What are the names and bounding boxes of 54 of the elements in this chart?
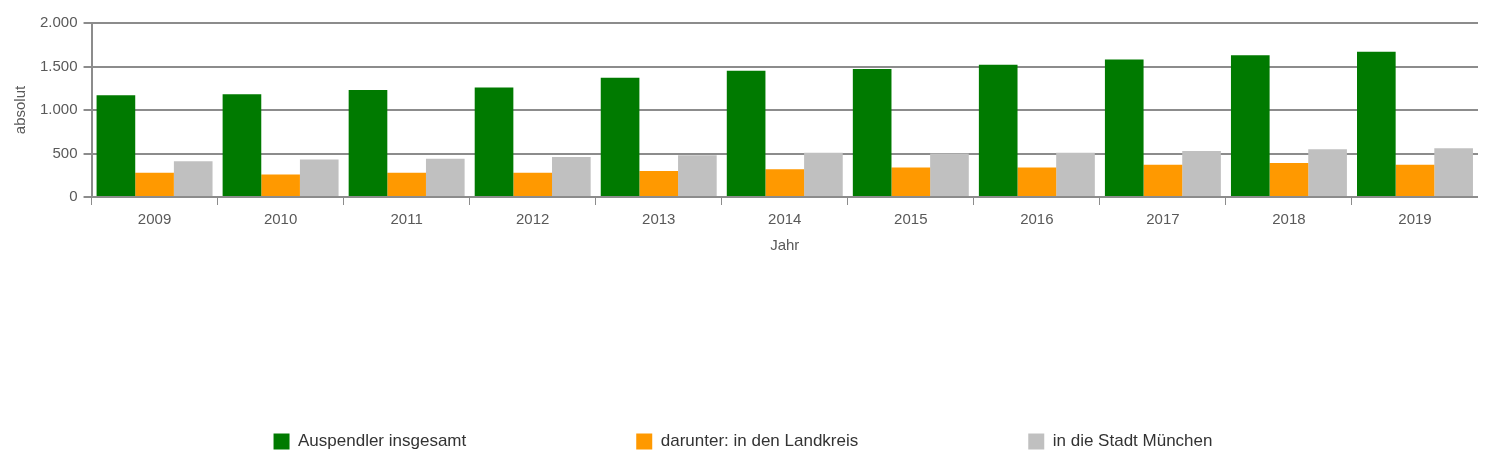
bar	[978, 64, 1018, 196]
legend-label: in die Stadt München	[1052, 431, 1213, 451]
bar	[930, 153, 969, 196]
bar	[1017, 167, 1057, 196]
bar	[765, 169, 805, 196]
bar	[1269, 163, 1309, 196]
bar	[135, 172, 174, 196]
x-axis-title: Jahr	[770, 236, 800, 254]
bar	[726, 70, 766, 196]
bar	[678, 155, 717, 196]
bar	[96, 95, 136, 196]
bar	[261, 174, 300, 196]
bar	[513, 172, 553, 196]
y-axis-title: absolut	[11, 84, 29, 135]
y-tick-label: 1.000	[39, 100, 78, 118]
bar	[1143, 164, 1183, 196]
x-tick-label: 2014	[768, 210, 802, 228]
bar	[1230, 55, 1270, 196]
bar	[299, 159, 339, 196]
bar	[1182, 150, 1221, 196]
bar	[1104, 59, 1144, 196]
y-tick-label: 1.500	[39, 56, 78, 74]
bar	[1357, 51, 1396, 196]
bar	[348, 89, 388, 196]
x-tick-label: 2017	[1146, 210, 1180, 228]
y-tick-label: 500	[52, 143, 78, 161]
bar	[474, 87, 514, 196]
x-tick-label: 2016	[1020, 210, 1054, 228]
bar	[639, 170, 679, 196]
bar	[1056, 152, 1095, 196]
bar	[804, 152, 843, 196]
bar	[222, 94, 262, 196]
bar	[1434, 148, 1473, 196]
legend-label: Auspendler insgesamt	[298, 431, 467, 451]
x-tick-label: 2019	[1398, 210, 1432, 228]
bar	[852, 69, 892, 196]
x-tick-label: 2010	[263, 210, 298, 228]
y-tick-label: 2.000	[39, 13, 78, 31]
bar	[891, 167, 931, 196]
x-tick-label: 2015	[894, 210, 928, 228]
bar	[552, 156, 591, 196]
bar	[387, 172, 426, 196]
x-tick-label: 2012	[516, 210, 550, 228]
bar	[173, 161, 213, 196]
x-tick-label: 2013	[642, 210, 676, 228]
x-tick-label: 2009	[137, 210, 172, 228]
bar	[1308, 149, 1347, 196]
legend-label: darunter: in den Landkreis	[660, 431, 859, 451]
y-tick-label: 0	[69, 187, 78, 205]
x-tick-label: 2011	[390, 210, 423, 228]
bar	[600, 77, 640, 196]
bar	[425, 158, 465, 196]
bar	[1395, 164, 1435, 196]
x-tick-label: 2018	[1272, 210, 1306, 228]
